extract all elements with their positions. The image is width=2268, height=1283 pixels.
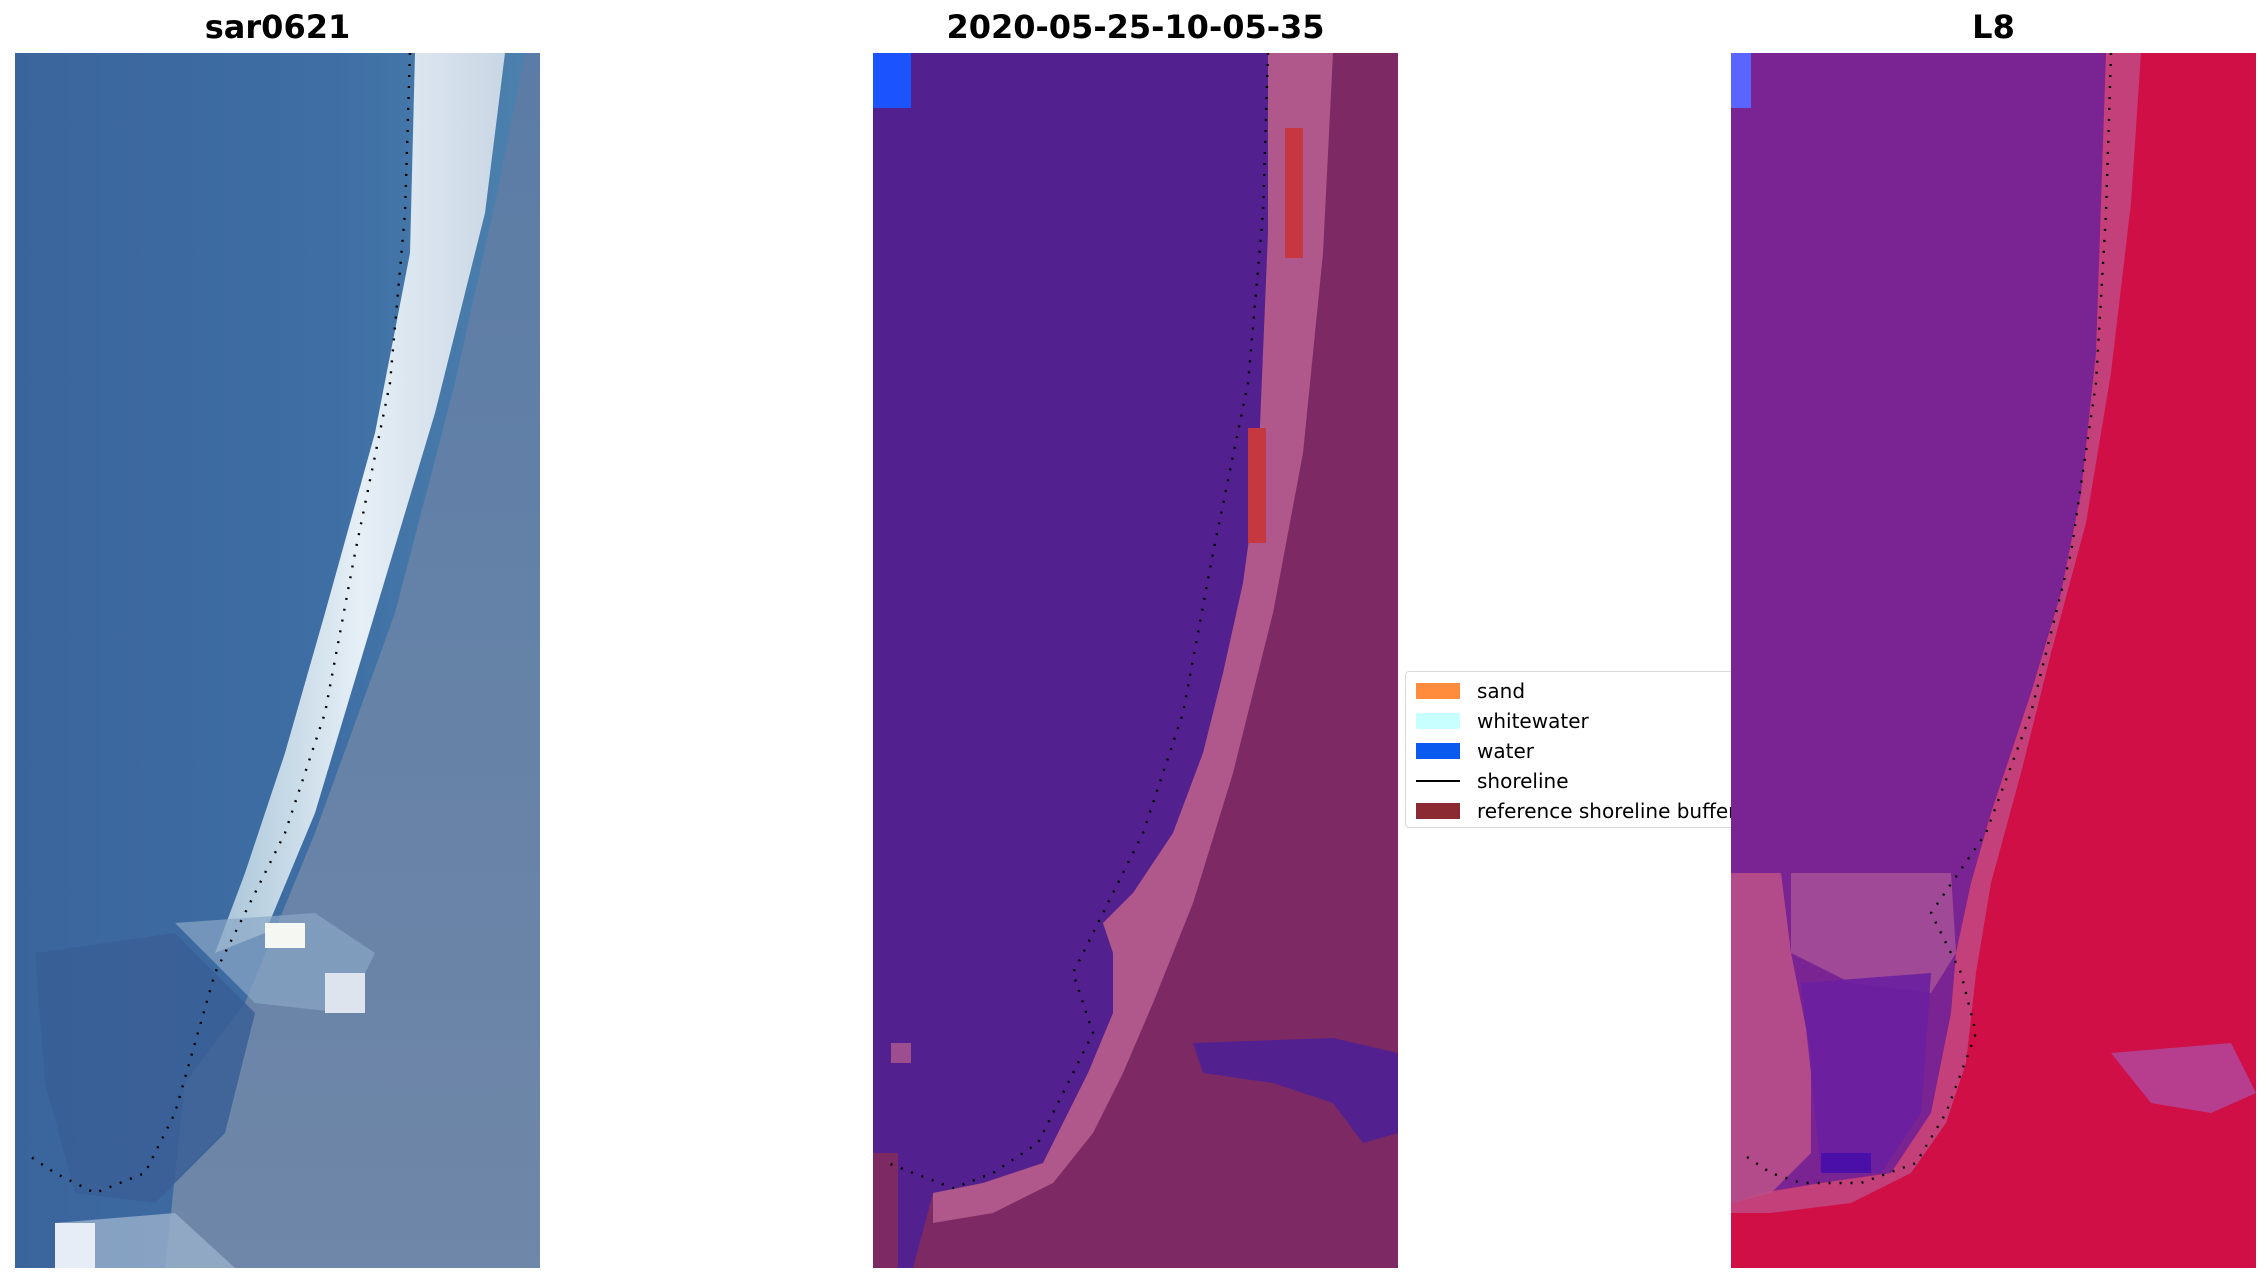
classified-image — [873, 53, 1398, 1268]
sar-image — [15, 53, 540, 1268]
water-swatch — [1416, 743, 1460, 759]
l8-image — [1731, 53, 2256, 1268]
legend-label: sand — [1477, 679, 1526, 703]
legend-label: water — [1477, 739, 1534, 763]
legend-item-sand: sand — [1416, 678, 1525, 704]
legend-label: reference shoreline buffer — [1477, 799, 1737, 823]
whitewater-swatch — [1416, 713, 1460, 729]
legend-label: shoreline — [1477, 769, 1569, 793]
legend: sand whitewater water shoreline referenc… — [1405, 671, 1745, 828]
sar-image-panel — [15, 53, 540, 1268]
l8-image-panel — [1731, 53, 2256, 1268]
panel-title-sar: sar0621 — [204, 8, 351, 46]
legend-label: whitewater — [1477, 709, 1589, 733]
reference-buffer-swatch — [1416, 803, 1460, 819]
legend-item-reference-buffer: reference shoreline buffer — [1416, 798, 1736, 824]
shoreline-line-swatch — [1416, 780, 1460, 782]
sand-swatch — [1416, 683, 1460, 699]
legend-item-shoreline: shoreline — [1416, 768, 1569, 794]
legend-item-water: water — [1416, 738, 1534, 764]
legend-item-whitewater: whitewater — [1416, 708, 1589, 734]
classified-image-panel — [873, 53, 1398, 1268]
panel-title-l8: L8 — [1972, 8, 2015, 46]
panel-title-classified: 2020-05-25-10-05-35 — [946, 8, 1325, 46]
